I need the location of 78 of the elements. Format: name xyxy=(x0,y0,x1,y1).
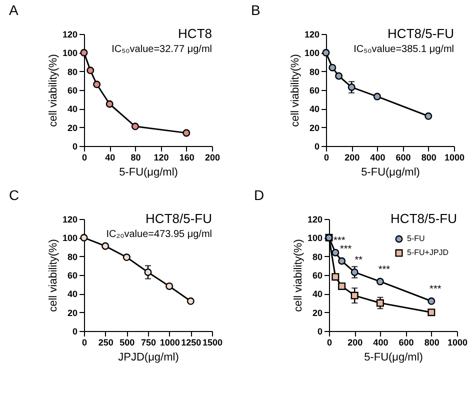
y-axis-title: cell viability(%) xyxy=(289,54,302,127)
x-tick-label: 600 xyxy=(398,338,414,348)
annotation: ** xyxy=(354,255,363,266)
y-tick-label: 0 xyxy=(72,326,78,336)
annotation: IC₅₀value=385.1 μg/ml xyxy=(354,44,454,55)
annotation: HCT8/5-FU xyxy=(146,211,212,226)
y-axis-title: cell viability(%) xyxy=(47,54,60,127)
x-tick-label: 160 xyxy=(179,152,194,162)
x-tick-label: 200 xyxy=(344,152,360,162)
y-tick-label: 20 xyxy=(309,122,320,133)
y-tick-label: 40 xyxy=(67,104,78,114)
x-tick-label: 1250 xyxy=(181,338,202,348)
y-tick-label: 20 xyxy=(312,308,322,318)
annotation: *** xyxy=(340,244,352,255)
y-tick-label: 80 xyxy=(67,66,78,77)
x-tick-label: 40 xyxy=(105,152,116,162)
x-tick-label: 1000 xyxy=(447,338,468,348)
x-tick-label: 1000 xyxy=(444,152,465,162)
y-tick-label: 120 xyxy=(304,30,320,40)
y-tick-label: 120 xyxy=(62,30,78,40)
y-tick-label: 20 xyxy=(67,122,78,133)
x-tick-label: 0 xyxy=(82,152,88,162)
x-tick-label: 800 xyxy=(424,338,440,348)
x-axis-title: 5-FU(μg/ml) xyxy=(361,166,420,178)
x-tick-label: 800 xyxy=(421,152,436,162)
annotation: HCT8/5-FU xyxy=(388,26,454,41)
y-axis-title: cell viability(%) xyxy=(292,239,304,312)
y-tick-label: 60 xyxy=(312,270,322,280)
y-tick-label: 40 xyxy=(309,104,320,114)
y-tick-label: 100 xyxy=(62,48,78,58)
y-tick-label: 60 xyxy=(67,86,78,96)
y-tick-label: 40 xyxy=(312,289,322,300)
y-tick-label: 0 xyxy=(317,326,322,336)
x-tick-label: 400 xyxy=(373,338,388,348)
y-tick-label: 80 xyxy=(309,66,320,77)
x-tick-label: 0 xyxy=(326,338,332,348)
y-tick-label: 20 xyxy=(67,308,78,318)
x-tick-label: 250 xyxy=(98,338,114,348)
chart-title: C xyxy=(8,187,20,203)
y-tick-label: 80 xyxy=(312,252,322,262)
y-tick-label: 100 xyxy=(307,233,322,244)
x-axis-title: JPJD(μg/ml) xyxy=(118,352,179,364)
y-tick-label: 120 xyxy=(307,214,322,224)
x-tick-label: 1500 xyxy=(202,338,223,348)
x-tick-label: 80 xyxy=(130,152,141,162)
chart-title: D xyxy=(254,187,264,203)
annotation: HCT8 xyxy=(178,26,212,41)
x-tick-label: 200 xyxy=(204,152,220,162)
legend-label: 5-FU+JPJD xyxy=(407,248,449,257)
annotation: IC₅₀value=32.77 μg/ml xyxy=(112,44,212,55)
y-tick-label: 40 xyxy=(67,289,78,300)
x-tick-label: 600 xyxy=(396,152,411,162)
y-tick-label: 60 xyxy=(67,270,78,280)
x-tick-label: 750 xyxy=(140,338,156,348)
x-tick-label: 400 xyxy=(370,152,386,162)
x-axis-title: 5-FU(μg/ml) xyxy=(119,166,178,178)
annotation: IC₂₀value=473.95 μg/ml xyxy=(106,229,212,240)
x-tick-label: 500 xyxy=(120,338,135,348)
y-tick-label: 80 xyxy=(67,252,78,262)
legend-label: 5-FU xyxy=(407,234,425,243)
annotation: *** xyxy=(378,264,390,276)
chart-title: A xyxy=(8,2,19,18)
y-tick-label: 100 xyxy=(62,233,78,244)
y-axis-title: cell viability(%) xyxy=(47,239,60,312)
x-tick-label: 1000 xyxy=(160,338,180,348)
annotation: HCT8/5-FU xyxy=(390,211,457,226)
y-tick-label: 0 xyxy=(314,142,320,152)
annotation: *** xyxy=(430,284,442,296)
y-tick-label: 120 xyxy=(62,214,78,224)
x-tick-label: 0 xyxy=(324,152,330,162)
chart-title: B xyxy=(250,2,260,18)
x-tick-label: 200 xyxy=(348,338,363,348)
y-tick-label: 0 xyxy=(72,142,78,152)
y-tick-label: 100 xyxy=(304,48,320,58)
x-axis-title: 5-FU(μg/ml) xyxy=(364,352,423,364)
x-tick-label: 120 xyxy=(154,152,169,162)
x-tick-label: 0 xyxy=(82,338,88,348)
y-tick-label: 60 xyxy=(309,86,320,96)
